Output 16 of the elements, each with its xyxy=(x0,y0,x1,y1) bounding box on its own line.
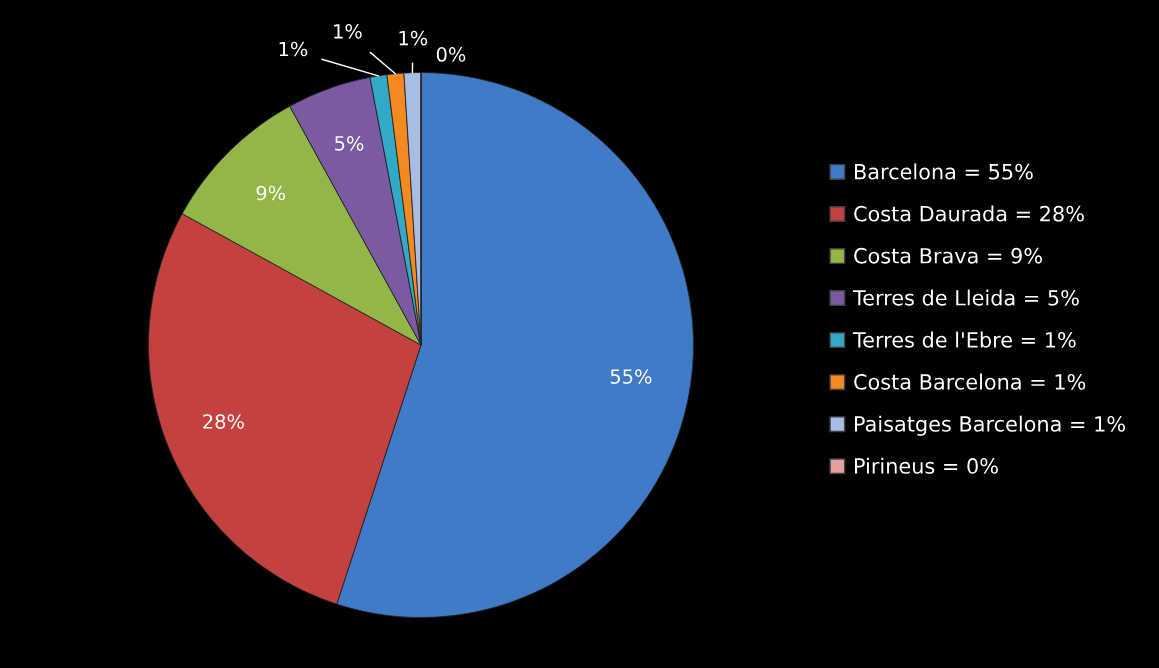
data-label: 9% xyxy=(256,185,286,201)
text: 0% xyxy=(436,47,466,62)
legend-label: Paisatges Barcelona = 1% xyxy=(855,415,1125,436)
legend-label: Costa Brava = 9% xyxy=(854,247,1042,264)
legend-label: Barcelona = 55% xyxy=(855,163,1033,180)
legend-label: Terres de Lleida = 5% xyxy=(852,289,1079,306)
legend-label: Costa Barcelona = 1% xyxy=(854,373,1086,390)
legend-label: Costa Daurada = 28% xyxy=(854,205,1084,222)
data-label: 5% xyxy=(335,135,364,151)
legend-label: Terres de l'Ebre = 1% xyxy=(852,331,1076,348)
data-label: 1% xyxy=(399,30,428,46)
data-label: 28% xyxy=(203,414,244,429)
legend-label: Pirineus = 0% xyxy=(855,457,998,474)
data-label: 1% xyxy=(334,23,362,39)
data-label: 55% xyxy=(610,369,652,384)
data-label: 1% xyxy=(279,41,308,57)
